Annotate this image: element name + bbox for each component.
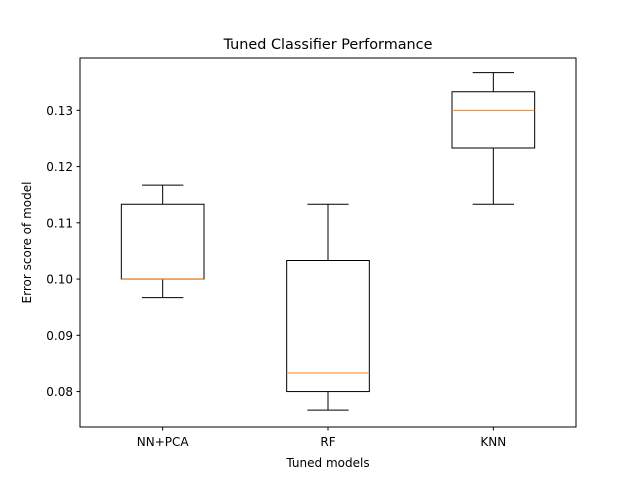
plot-area: 0.08 0.09 0.10 0.11 0.12 0.13 NN+PCA RF KNN — [46, 72, 536, 449]
y-tick-label: 0.09 — [46, 329, 73, 343]
x-tick-label: NN+PCA — [137, 435, 190, 449]
y-tick-label: 0.08 — [46, 385, 73, 399]
y-tick-label: 0.12 — [46, 160, 73, 174]
x-axis-label: Tuned models — [285, 456, 369, 470]
y-tick-label: 0.13 — [46, 104, 73, 118]
y-tick-label: 0.11 — [46, 216, 73, 230]
x-tick-label: KNN — [480, 435, 506, 449]
box-iqr — [451, 91, 536, 149]
chart-title: Tuned Classifier Performance — [223, 37, 433, 53]
x-tick-label: RF — [320, 435, 335, 449]
y-tick-label: 0.10 — [46, 273, 73, 287]
axes-frame — [79, 57, 577, 428]
box-iqr — [286, 260, 370, 393]
y-axis-label: Error score of model — [20, 182, 34, 304]
